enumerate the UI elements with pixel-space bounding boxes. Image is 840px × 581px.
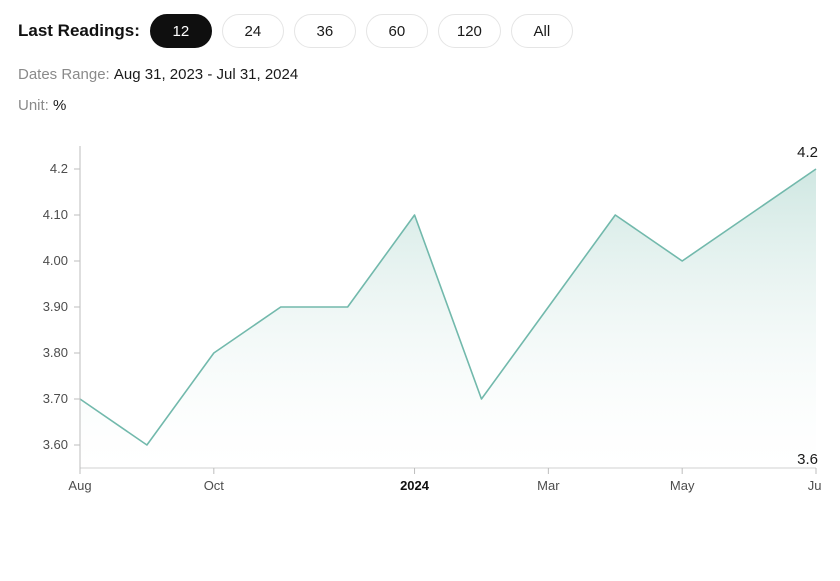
area-chart: 3.60 3.70 3.80 3.90 4.00 4.10 4.2 Aug Oct 2024 Mar… <box>18 136 822 508</box>
y-tick-label: 3.70 <box>43 391 68 406</box>
x-tick-label: Oct <box>204 478 225 493</box>
x-tick-label: May <box>670 478 695 493</box>
x-tick-label: Aug <box>68 478 91 493</box>
readings-controls: Last Readings: 12 24 36 60 120 All <box>18 14 822 48</box>
y-tick-label: 4.2 <box>50 161 68 176</box>
readings-pill-all[interactable]: All <box>511 14 573 48</box>
area-fill <box>80 169 816 468</box>
readings-pill-group: 12 24 36 60 120 All <box>150 14 573 48</box>
last-readings-label: Last Readings: <box>18 21 140 41</box>
unit-value: % <box>53 97 66 114</box>
dates-range-value: Aug 31, 2023 - Jul 31, 2024 <box>114 66 298 83</box>
y-tick-label: 4.10 <box>43 207 68 222</box>
readings-pill-120[interactable]: 120 <box>438 14 501 48</box>
readings-pill-36[interactable]: 36 <box>294 14 356 48</box>
end-label-high: 4.2 <box>797 144 818 161</box>
unit-row: Unit: % <box>18 97 822 114</box>
x-tick-label: Mar <box>537 478 560 493</box>
y-tick-label: 3.90 <box>43 299 68 314</box>
unit-label: Unit: <box>18 97 49 114</box>
readings-pill-12[interactable]: 12 <box>150 14 212 48</box>
readings-pill-24[interactable]: 24 <box>222 14 284 48</box>
dates-range: Dates Range: Aug 31, 2023 - Jul 31, 2024 <box>18 66 822 83</box>
y-tick-label: 4.00 <box>43 253 68 268</box>
readings-pill-60[interactable]: 60 <box>366 14 428 48</box>
y-tick-label: 3.80 <box>43 345 68 360</box>
x-tick-label: Jul <box>808 478 822 493</box>
y-tick-label: 3.60 <box>43 437 68 452</box>
chart-container: 3.60 3.70 3.80 3.90 4.00 4.10 4.2 Aug Oct 2024 Mar… <box>18 136 822 508</box>
end-label-low: 3.6 <box>797 451 818 468</box>
dates-range-label: Dates Range: <box>18 66 110 83</box>
x-tick-label: 2024 <box>400 478 430 493</box>
